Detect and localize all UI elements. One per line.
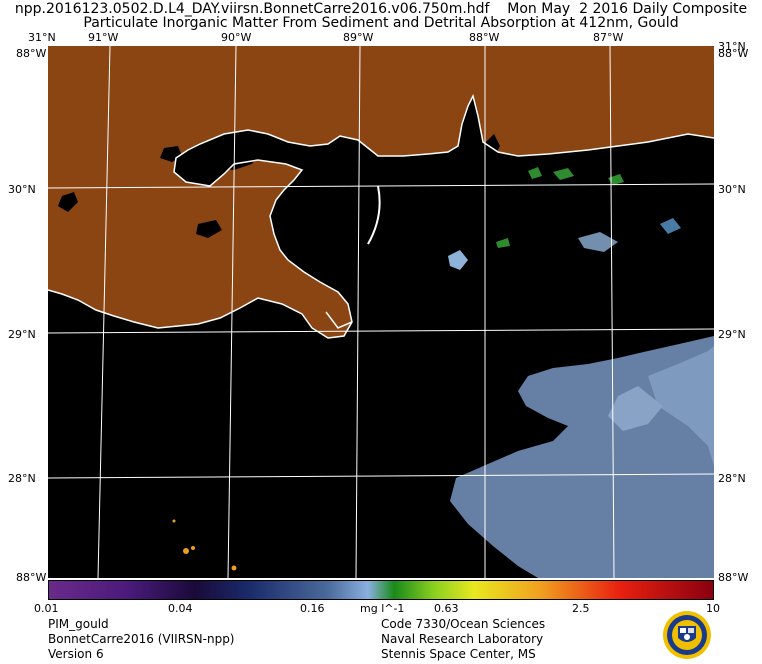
lat-label-left-29n: 29°N xyxy=(8,328,36,341)
lat-label-left-28n: 28°N xyxy=(8,472,36,485)
lat-label-top-left: 31°N xyxy=(28,31,56,44)
lat-label-right-30n: 30°N xyxy=(718,183,746,196)
corner-label-bottom-left: 88°W xyxy=(16,571,47,584)
lon-label-87w: 87°W xyxy=(593,31,624,44)
footer-product-name: PIM_gould xyxy=(48,617,109,631)
colorbar-tick-3: 0.63 xyxy=(434,602,459,615)
colorbar-units: mg l^-1 xyxy=(360,602,405,615)
header-title-line1: npp.2016123.0502.D.L4_DAY.viirsn.BonnetC… xyxy=(14,1,748,17)
lon-label-88w: 88°W xyxy=(469,31,500,44)
colorbar-tick-0: 0.01 xyxy=(34,602,59,615)
lon-label-89w: 89°W xyxy=(343,31,374,44)
lat-label-left-30n: 30°N xyxy=(8,183,36,196)
corner-label-top-right: 88°W xyxy=(718,47,749,60)
corner-label-top-left: 88°W xyxy=(16,47,47,60)
lon-label-91w: 91°W xyxy=(88,31,119,44)
colorbar-tick-5: 10 xyxy=(706,602,720,615)
lon-label-90w: 90°W xyxy=(221,31,252,44)
lat-label-right-28n: 28°N xyxy=(718,472,746,485)
footer-version: Version 6 xyxy=(48,647,104,661)
colorbar-tick-2: 0.16 xyxy=(300,602,325,615)
lat-label-right-29n: 29°N xyxy=(718,328,746,341)
footer-org-code: Code 7330/Ocean Sciences xyxy=(381,617,546,631)
footer-region-sensor: BonnetCarre2016 (VIIRSN-npp) xyxy=(48,632,235,646)
footer-org-name: Naval Research Laboratory xyxy=(381,632,544,646)
colorbar-tick-1: 0.04 xyxy=(168,602,193,615)
footer-org-location: Stennis Space Center, MS xyxy=(381,647,536,661)
colorbar xyxy=(48,580,714,600)
lat-label-top-right: 31°N xyxy=(718,40,746,53)
header-title-line2: Particulate Inorganic Matter From Sedime… xyxy=(83,15,679,31)
nrl-seal-logo xyxy=(662,610,712,660)
colorbar-tick-4: 2.5 xyxy=(572,602,590,615)
map-image[interactable] xyxy=(48,46,714,578)
corner-label-bottom-right: 88°W xyxy=(718,571,749,584)
